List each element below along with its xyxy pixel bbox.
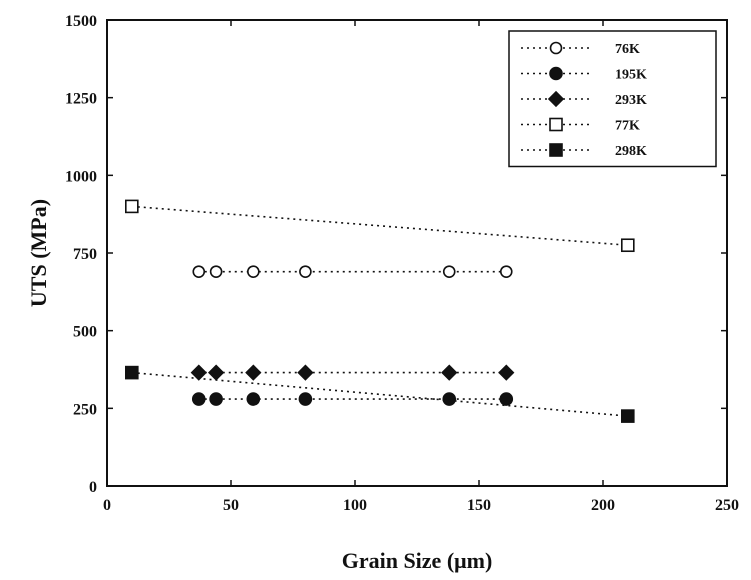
data-point (498, 364, 515, 381)
legend-box (508, 30, 717, 168)
data-point (190, 364, 207, 381)
data-point (298, 392, 313, 406)
legend-entry: 76K (521, 41, 640, 57)
legend-entry: 77K (521, 117, 640, 134)
series-77K (125, 199, 635, 253)
data-point (499, 265, 513, 278)
legend-entry: 298K (521, 143, 647, 159)
series-76K (192, 265, 513, 278)
legend-entry: 195K (521, 66, 647, 83)
legend-label: 77K (615, 119, 640, 134)
data-point (441, 364, 458, 381)
data-point (247, 265, 260, 278)
legend-label: 293K (615, 93, 647, 108)
x-tick-label: 50 (223, 497, 239, 514)
legend-entry: 293K (521, 90, 647, 108)
axis-ticks (106, 19, 728, 487)
y-tick-label: 750 (73, 246, 97, 263)
series-298K (125, 365, 635, 423)
series-line (131, 205, 628, 247)
legend-marker (549, 117, 563, 132)
data-point (245, 364, 262, 381)
axis-tick-labels: 0 50 100 150 200 250 0 250 500 750 1000 1250 1500 (65, 13, 739, 514)
y-tick-label: 500 (73, 324, 97, 341)
data-point (209, 392, 223, 406)
legend-marker (549, 41, 563, 55)
x-tick-label: 100 (343, 497, 367, 514)
legend-marker (549, 66, 563, 81)
data-point (209, 265, 223, 278)
x-tick-label: 200 (591, 497, 615, 514)
data-series (125, 199, 635, 423)
y-tick-label: 1500 (65, 13, 97, 30)
data-point (207, 364, 225, 381)
series-line (131, 371, 628, 417)
legend-label: 298K (615, 144, 647, 159)
data-point (191, 392, 206, 406)
x-tick-label: 150 (467, 497, 491, 514)
data-point (125, 199, 139, 214)
data-point (620, 238, 635, 253)
x-tick-label: 250 (715, 497, 739, 514)
data-point (297, 364, 314, 381)
data-point (620, 409, 635, 423)
data-point (442, 392, 457, 406)
y-axis-title: UTS (MPa) (26, 199, 51, 307)
data-point (499, 392, 514, 406)
x-axis-title: Grain Size (μm) (342, 548, 493, 573)
data-point (125, 365, 139, 380)
series-195K (191, 392, 514, 406)
y-tick-label: 0 (89, 479, 97, 496)
legend-label: 195K (615, 68, 647, 83)
y-tick-label: 1250 (65, 91, 97, 108)
data-point (299, 265, 312, 278)
data-point (192, 265, 206, 278)
legend: 76K 195K 293K 77K 298K (508, 30, 717, 168)
legend-marker (549, 143, 563, 157)
data-point (246, 392, 261, 406)
x-tick-label: 0 (103, 497, 111, 514)
legend-marker (547, 90, 565, 108)
legend-label: 76K (615, 42, 640, 57)
y-tick-label: 1000 (65, 168, 97, 185)
data-point (442, 265, 456, 278)
y-tick-label: 250 (73, 401, 97, 418)
series-293K (190, 364, 515, 381)
